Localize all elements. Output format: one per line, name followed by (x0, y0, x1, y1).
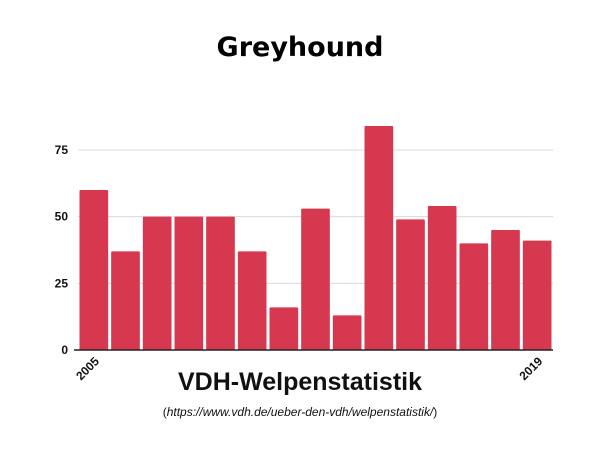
bars-layer (79, 126, 552, 350)
bar-2009 (206, 216, 235, 350)
y-tick-label: 50 (55, 210, 69, 224)
chart-caption-title: VDH-Welpenstatistik (177, 368, 423, 396)
bar-2005 (79, 190, 109, 350)
bar-2012 (301, 208, 330, 350)
bar-2007 (142, 216, 172, 350)
chart-source: (https://www.vdh.de/ueber-den-vdh/welpen… (0, 405, 600, 419)
source-paren-open: ( (162, 405, 167, 419)
bar-2017 (459, 243, 489, 350)
bar-2018 (491, 230, 520, 350)
source-paren-close: ) (433, 405, 438, 419)
y-tick-label: 25 (55, 276, 69, 290)
bar-2008 (174, 216, 204, 350)
bar-2010 (237, 251, 267, 350)
bar-2016 (427, 206, 457, 350)
bar-2014 (364, 126, 394, 350)
bar-2015 (396, 219, 425, 350)
y-tick-label: 0 (61, 343, 68, 357)
source-url: https://www.vdh.de/ueber-den-vdh/welpens… (166, 405, 434, 419)
bar-2006 (111, 251, 140, 350)
y-axis-ticks: 0 25 50 75 (55, 143, 69, 357)
chart-title: Greyhound (217, 32, 384, 63)
y-tick-label: 75 (55, 143, 69, 157)
bar-2011 (269, 307, 299, 350)
bar-2019 (522, 240, 552, 350)
bar-2013 (332, 315, 362, 350)
